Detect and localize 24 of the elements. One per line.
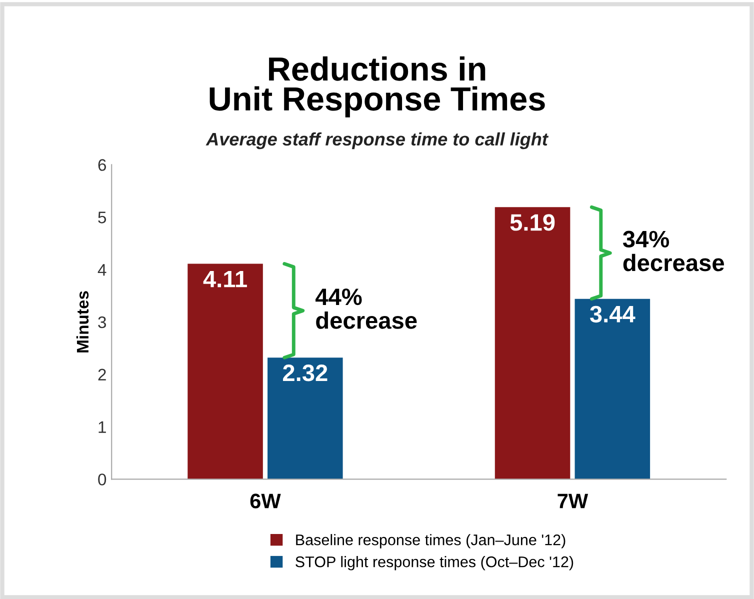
annotation: 44% decrease [316, 288, 417, 329]
y-tick-label: 0 [98, 474, 106, 486]
chart-subtitle: Average staff response time to call light [206, 132, 549, 150]
x-tick-label: 7W [558, 494, 588, 508]
bar [494, 207, 570, 480]
x-tick-label: 6W [250, 494, 281, 508]
y-tick-label: 1 [98, 421, 106, 433]
data-label: 5.19 [510, 214, 555, 231]
data-label: 4.11 [203, 270, 247, 288]
annotation: 34% decrease [622, 230, 724, 272]
data-label: 2.32 [283, 364, 328, 382]
chart-title: Reductions in Unit Response Times [210, 56, 545, 118]
y-tick-label: 6 [98, 159, 106, 171]
bar [268, 358, 343, 480]
legend-label: Baseline response times (Jan–June '12) [296, 534, 566, 548]
y-axis-title: Minutes [76, 291, 89, 352]
y-tick-label: 3 [98, 316, 106, 328]
y-tick-label: 2 [98, 368, 106, 380]
y-tick-label: 5 [98, 212, 106, 224]
legend-label: STOP light response times (Oct–Dec '12) [296, 556, 574, 570]
bar [188, 264, 263, 480]
bar [574, 298, 650, 480]
y-tick-label: 4 [98, 264, 106, 276]
data-label: 3.44 [590, 306, 636, 323]
